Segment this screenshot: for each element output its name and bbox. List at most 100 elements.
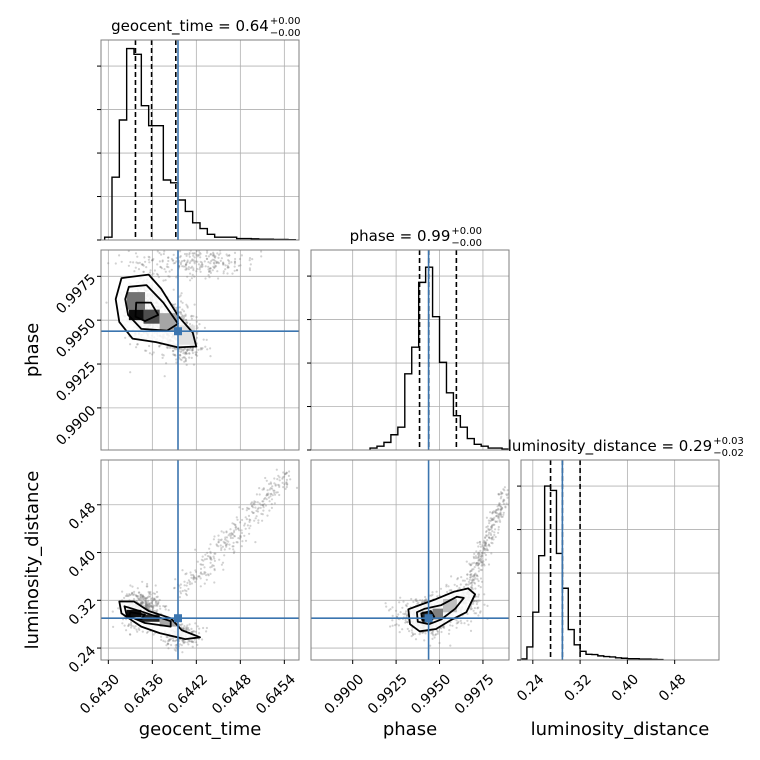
sample-point [397,624,400,627]
sample-point [288,470,291,473]
sample-point [187,348,190,351]
sample-point [206,555,210,558]
sample-point [463,586,466,589]
sample-point [222,272,225,275]
sample-point [127,624,130,627]
sample-point [141,595,144,598]
sample-point [466,612,469,616]
sample-point [179,354,182,357]
sample-point [126,594,129,598]
sample-point [451,624,454,627]
sample-point [121,590,124,593]
sample-point [188,252,191,255]
sample-point [148,344,151,348]
sample-point [492,538,495,541]
sample-point [455,585,459,588]
sample-point [472,599,476,603]
sample-point [233,260,236,263]
sample-point [278,493,281,497]
sample-point [240,531,243,535]
contour-level-1 [407,587,477,633]
sample-point [499,491,503,494]
sample-point [166,642,169,645]
y-tick-label: 0.9925 [53,359,99,405]
sample-point [254,501,257,504]
sample-point [494,510,497,513]
sample-point [145,606,148,609]
sample-point [232,548,235,551]
sample-point [438,594,441,597]
sample-point [161,356,164,359]
sample-point [154,609,157,612]
sample-point [228,262,231,265]
sample-point [136,343,139,346]
sample-point [477,551,481,554]
sample-point [140,593,143,596]
sample-point [144,604,147,608]
sample-point [185,303,188,306]
sample-point [215,261,218,264]
sample-point [273,477,276,480]
sample-point [434,633,437,637]
sample-point [470,585,473,588]
sample-point [152,607,155,610]
sample-point [476,607,479,610]
sample-point [209,271,212,274]
sample-point [477,556,480,559]
sample-point [227,259,230,262]
sample-point [167,266,170,269]
sample-point [285,478,288,481]
sample-point [404,610,408,613]
sample-point [213,254,216,257]
sample-point [136,596,139,599]
sample-point [286,483,289,486]
sample-point [470,563,473,566]
sample-point [476,541,479,544]
sample-point [137,597,140,601]
sample-point [162,354,165,357]
sample-point [491,524,494,527]
sample-point [168,638,171,641]
sample-point [191,259,194,262]
sample-point [469,564,472,567]
sample-point [226,266,230,269]
plot-area [101,460,299,660]
sample-point [436,632,439,635]
sample-point [195,316,198,319]
sample-point [433,636,436,639]
contour-level-1 [118,600,201,640]
sample-point [225,544,228,547]
sample-point [205,578,208,581]
y-tick-label: 0.24 [66,643,99,676]
sample-point [475,599,478,602]
sample-point [284,487,287,490]
sample-point [502,502,506,505]
sample-point [391,606,394,609]
sample-point [494,520,497,523]
sample-point [184,359,187,362]
sample-point [284,472,287,475]
sample-point [111,610,114,613]
sample-point [146,582,149,586]
sample-point [195,327,198,330]
sample-point [209,270,212,273]
sample-point [182,640,185,643]
sample-point [237,527,240,530]
sample-point [144,599,147,602]
sample-point [236,518,239,521]
x-tick-label: 0.6454 [253,671,299,717]
sample-point [145,602,149,606]
sample-point [443,626,446,630]
sample-point [486,525,489,528]
sample-point [191,349,194,352]
sample-point [492,510,495,513]
x-tick-label: 0.6448 [209,671,255,717]
sample-point [139,599,142,602]
sample-point [197,575,200,578]
sample-point [196,354,199,357]
sample-point [141,601,145,604]
sample-point [210,565,213,568]
sample-point [472,602,475,605]
sample-point [473,575,476,578]
sample-point [178,623,181,626]
